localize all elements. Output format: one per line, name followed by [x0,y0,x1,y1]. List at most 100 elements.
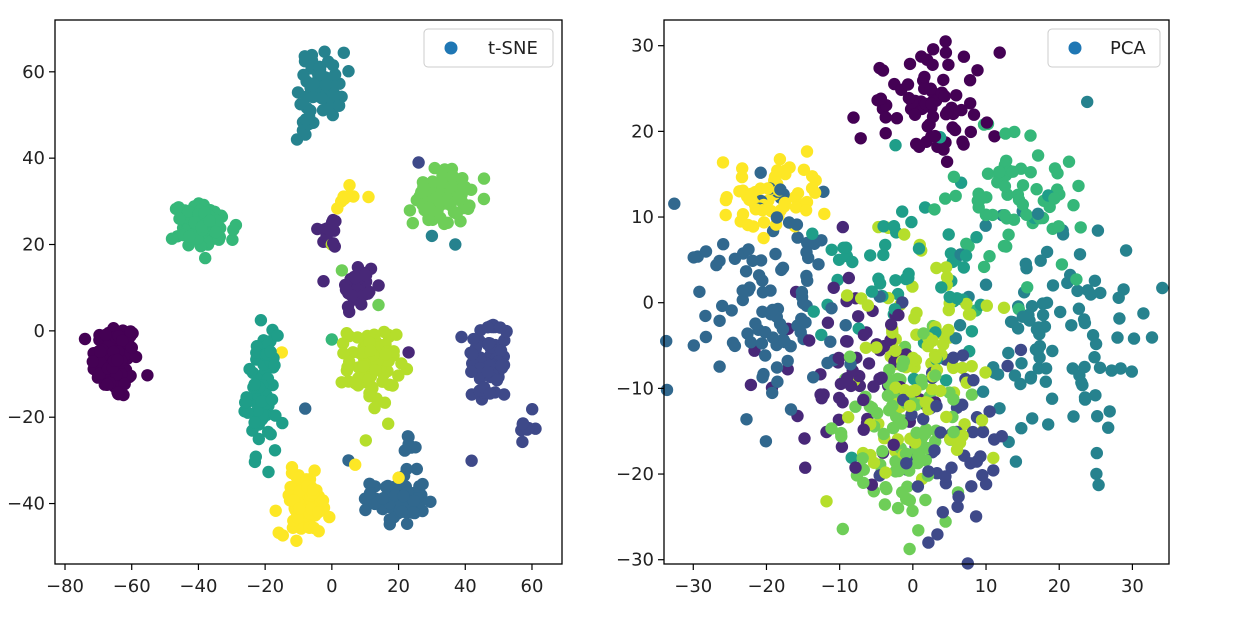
tsne-point-cluster-1b [323,224,336,237]
pca-point-cluster-8 [934,384,947,398]
pca-point-cluster-2 [934,426,947,439]
pca-y-tick-label: 0 [643,293,654,314]
tsne-point-outlier [392,471,405,484]
pca-point-cluster-8 [958,418,971,431]
pca-point-cluster-3 [770,361,784,374]
pca-point-cluster-9 [761,182,774,195]
pca-point-cluster-2 [970,455,983,468]
pca-point-cluster-9 [806,170,819,183]
pca-point-cluster-7 [897,355,910,368]
pca-point-cluster-6 [993,165,1006,179]
pca-point-cluster-1 [798,432,811,445]
tsne-point-cluster-2 [494,321,507,334]
pca-point-cluster-3 [740,413,753,426]
tsne-point-cluster-3 [379,480,393,494]
tsne-point-cluster-4 [315,92,328,105]
tsne-point-cluster-7 [441,216,454,229]
tsne-point-cluster-7 [417,180,430,193]
pca-point-cluster-3 [781,354,794,368]
pca-point-cluster-2 [967,374,980,387]
pca-point-cluster-1 [835,440,849,453]
pca-point-cluster-4 [1088,351,1101,364]
tsne-point-cluster-6 [227,223,240,236]
pca-x-tick-label: 0 [907,576,918,597]
tsne-point-cluster-9 [276,529,289,542]
tsne-point-cluster-6 [226,233,239,246]
pca-point-cluster-3 [668,197,681,210]
pca-point-cluster-2 [945,461,958,474]
pca-point-cluster-7 [892,464,905,478]
pca-points [660,35,1169,570]
tsne-point-cluster-2 [483,387,497,400]
tsne-point-cluster-4 [342,65,355,78]
tsne-point-cluster-4 [305,48,319,62]
tsne-point-cluster-4 [319,78,332,92]
pca-point-cluster-4 [1040,296,1054,309]
pca-point-cluster-2 [917,412,930,426]
pca-point-cluster-3 [839,319,852,332]
pca-point-cluster-5 [902,271,915,285]
pca-point-cluster-4 [1119,244,1133,257]
pca-point-cluster-2 [951,500,964,513]
pca-point-cluster-4 [979,278,993,291]
tsne-point-cluster-8 [362,373,375,386]
pca-point-cluster-8 [960,297,973,311]
tsne-point-cluster-5 [243,362,256,376]
tsne-scatter-chart: −80 −60 −40 −20 0 20 40 60 −40 −20 0 20 40 60 t-SNE [7,19,563,597]
pca-point-cluster-6 [1072,179,1085,193]
tsne-y-tick-label: 60 [22,62,45,83]
pca-point-cluster-3 [746,254,759,267]
pca-point-cluster-4 [1015,357,1028,370]
tsne-point-cluster-1 [341,300,355,313]
pca-point-cluster-1 [857,393,870,407]
pca-point-cluster-0 [879,127,892,140]
tsne-point-cluster-2 [495,359,508,372]
tsne-point-cluster-7 [426,175,439,188]
pca-point-cluster-1 [885,318,898,331]
pca-y-tick-label: 20 [631,121,654,142]
pca-point-cluster-4 [1036,308,1050,322]
pca-point-cluster-0 [942,58,955,71]
tsne-point-cluster-6 [169,202,183,216]
tsne-x-tick-label: 60 [521,576,544,597]
pca-point-cluster-1 [832,351,845,365]
tsne-point-cluster-5 [249,450,262,463]
pca-point-cluster-8 [898,228,911,241]
pca-point-cluster-2 [956,349,970,362]
pca-point-cluster-4 [1114,362,1127,375]
pca-point-cluster-4 [1046,279,1060,292]
tsne-point-cluster-7 [403,204,417,217]
pca-point-cluster-5 [889,274,902,287]
pca-point-cluster-9 [736,208,750,221]
tsne-point-cluster-4 [328,68,342,81]
pca-point-cluster-4 [1033,351,1046,364]
pca-point-cluster-7 [891,501,905,515]
pca-point-cluster-5 [846,255,859,269]
pca-point-cluster-9 [720,191,733,204]
tsne-point-outlier [402,346,415,359]
tsne-point-cluster-8 [368,401,381,415]
pca-point-cluster-9 [736,162,749,175]
tsne-point-outlier [372,298,385,312]
pca-point-cluster-0 [939,35,952,48]
tsne-point-cluster-0 [129,350,143,364]
pca-point-cluster-0 [939,108,953,121]
pca-point-cluster-4 [1009,455,1023,468]
pca-point-cluster-4 [1125,365,1139,378]
tsne-point-cluster-1 [359,268,372,282]
pca-point-cluster-6 [1000,212,1013,225]
pca-y-tick-label: 10 [631,207,654,228]
pca-point-cluster-6 [974,192,988,205]
pca-point-cluster-3 [794,326,807,339]
tsne-legend: t-SNE [423,28,554,68]
pca-point-cluster-4 [1024,372,1038,385]
pca-point-cluster-0 [902,91,916,105]
pca-point-cluster-0 [847,111,860,124]
tsne-point-cluster-2 [465,365,478,378]
tsne-point-cluster-5 [264,345,277,358]
pca-point-cluster-9 [783,161,796,174]
pca-point-cluster-6 [960,237,973,250]
pca-point-cluster-7 [836,522,849,536]
tsne-point-cluster-3 [406,506,420,519]
pca-point-cluster-6 [981,167,995,180]
